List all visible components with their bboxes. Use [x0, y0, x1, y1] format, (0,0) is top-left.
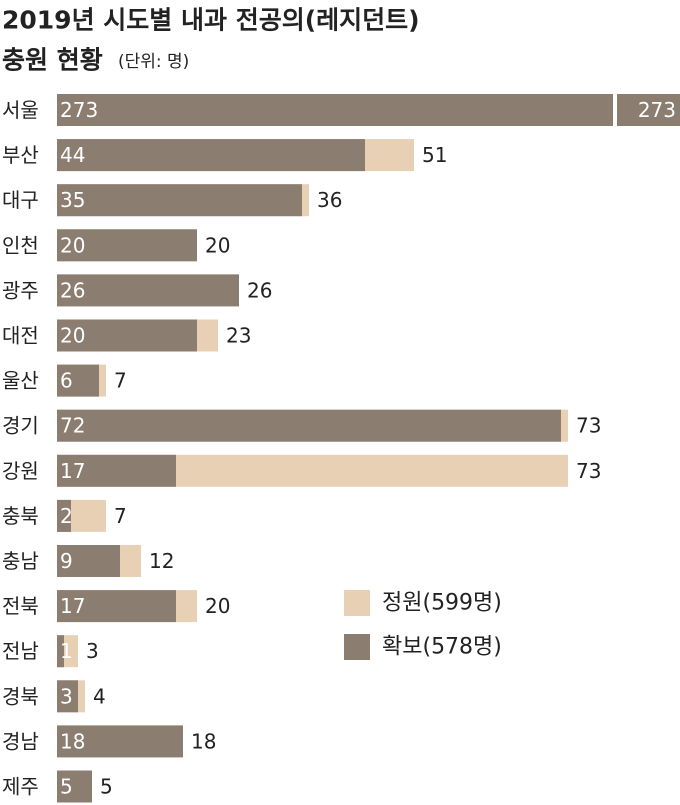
quota-label: 5 [100, 775, 113, 799]
secured-bar [57, 364, 99, 397]
axis-break [613, 93, 617, 127]
secured-label: 17 [60, 594, 85, 618]
secured-label: 3 [60, 684, 73, 708]
category-label: 전남 [2, 639, 39, 663]
secured-bar [57, 499, 71, 532]
secured-label: 20 [60, 324, 85, 348]
category-label: 충북 [2, 504, 39, 528]
quota-label: 3 [86, 639, 99, 663]
secured-label: 5 [60, 775, 73, 799]
secured-bar [57, 139, 365, 172]
quota-label: 4 [93, 684, 106, 708]
secured-bar [57, 409, 561, 442]
legend-label: 정원(599명) [382, 591, 502, 616]
quota-label: 273 [638, 98, 676, 122]
category-label: 전북 [2, 594, 39, 618]
legend-swatch [344, 590, 370, 616]
quota-label: 20 [205, 233, 230, 257]
secured-bar [57, 725, 183, 758]
quota-break-fill [617, 94, 680, 126]
category-label: 경북 [2, 684, 39, 708]
category-label: 충남 [2, 549, 39, 573]
legend-swatch [344, 634, 370, 660]
legend-label: 확보(578명) [382, 635, 502, 660]
quota-label: 7 [114, 504, 127, 528]
category-label: 강원 [2, 459, 39, 483]
secured-label: 72 [60, 414, 85, 438]
secured-bar [57, 94, 613, 126]
quota-label: 73 [576, 459, 601, 483]
quota-label: 73 [576, 414, 601, 438]
secured-bar [57, 770, 92, 803]
secured-bar [57, 184, 302, 217]
secured-bar [57, 319, 197, 352]
secured-bar [57, 635, 64, 668]
category-label: 서울 [2, 98, 39, 122]
category-label: 경남 [2, 729, 39, 753]
category-label: 울산 [2, 369, 39, 393]
secured-label: 9 [60, 549, 73, 573]
secured-bar [57, 590, 176, 623]
quota-label: 23 [226, 324, 251, 348]
secured-label: 20 [60, 233, 85, 257]
quota-label: 7 [114, 369, 127, 393]
secured-label: 17 [60, 459, 85, 483]
category-label: 대전 [2, 324, 39, 348]
secured-bar [57, 545, 120, 577]
secured-label: 35 [60, 188, 85, 212]
category-label: 대구 [2, 188, 39, 212]
secured-label: 44 [60, 143, 85, 167]
secured-bar [57, 454, 176, 487]
category-label: 인천 [2, 233, 39, 257]
quota-label: 20 [205, 594, 230, 618]
secured-label: 18 [60, 729, 85, 753]
category-label: 광주 [2, 278, 39, 302]
quota-label: 12 [149, 549, 174, 573]
secured-bar [57, 680, 78, 713]
quota-label: 18 [191, 729, 216, 753]
category-label: 제주 [2, 775, 39, 799]
secured-label: 1 [60, 639, 73, 663]
chart-title: 2019년 시도별 내과 전공의(레지던트) [2, 6, 420, 35]
category-label: 경기 [2, 414, 39, 438]
secured-bar [57, 274, 239, 307]
secured-label: 26 [60, 278, 85, 302]
quota-label: 36 [317, 188, 342, 212]
chart-subtitle: 충원 현황 [2, 46, 103, 75]
quota-label: 51 [422, 143, 447, 167]
quota-label: 26 [247, 278, 272, 302]
secured-label: 2 [60, 504, 73, 528]
unit-label: (단위: 명) [118, 52, 189, 72]
secured-label: 6 [60, 369, 73, 393]
secured-bar [57, 229, 197, 262]
category-label: 부산 [2, 143, 39, 167]
secured-label: 273 [60, 98, 98, 122]
